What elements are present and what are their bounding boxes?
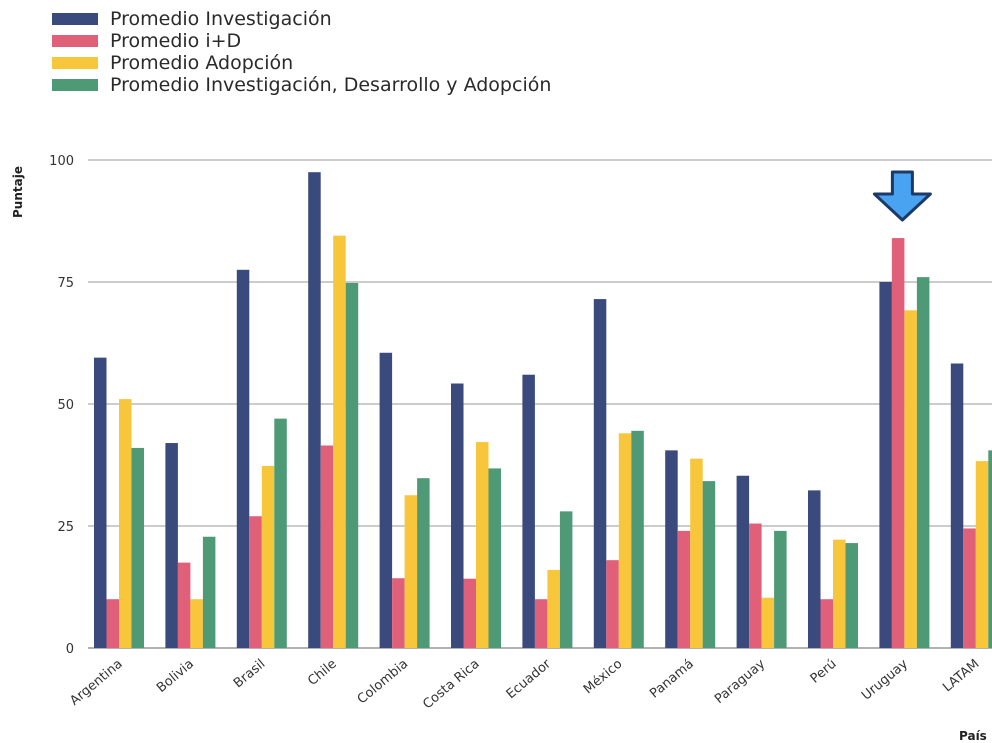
bar [345,282,359,648]
bar [476,442,489,648]
x-tick-label: Paraguay [712,656,768,707]
bar [833,539,846,648]
x-tick-label: Uruguay [859,656,911,703]
y-axis-ticks: 0 25 50 75 100 [49,154,74,657]
bar [249,516,262,648]
x-tick-label: Argentina [67,657,125,709]
bar [236,269,250,648]
x-tick-label: Panamá [647,657,697,702]
bar [736,475,750,648]
y-tick-label: 0 [66,642,74,657]
bar [522,374,535,648]
legend-swatch [52,35,98,47]
y-tick-label: 50 [57,398,74,413]
bar [451,383,464,648]
bar [274,418,287,648]
bar [94,357,107,648]
bar [631,430,644,648]
y-axis-title: Puntaje [11,166,25,218]
bar [165,443,178,648]
y-tick-label: 75 [57,276,74,291]
bar [177,562,191,648]
x-tick-label: Costa Rica [420,657,482,713]
bar [988,450,992,648]
bar [261,465,275,648]
bar [749,523,762,648]
bar [904,310,917,648]
bar [950,363,964,648]
bar [333,235,346,648]
bar [879,282,892,648]
legend-item: Promedio Investigación, Desarrollo y Ado… [52,74,551,96]
bar [488,468,501,648]
legend-swatch [52,13,98,25]
bar [202,536,216,648]
bar [845,543,858,648]
bar [808,490,821,648]
legend-label: Promedio Adopción [110,52,294,74]
bar [463,578,476,648]
y-tick-label: 25 [57,520,74,535]
x-axis-ticks: Argentina Bolivia Brasil Chile Colombia Costa… [67,656,982,712]
legend-swatch [52,79,98,91]
x-tick-label: LATAM [940,657,982,696]
legend-label: Promedio Investigación, Desarrollo y Ado… [110,74,552,96]
bar [131,447,144,648]
bars [94,172,992,648]
bar [963,528,976,648]
bar [320,445,334,648]
x-tick-label: Ecuador [504,656,555,702]
bar [820,599,833,648]
legend-item: Promedio Adopción [52,52,551,74]
bar [559,511,573,648]
bar [119,399,132,648]
down-arrow-icon [872,170,932,222]
bar [702,481,716,648]
legend-item: Promedio Investigación [52,8,551,30]
bar [547,569,560,648]
x-tick-label: Bolivia [154,657,197,696]
bar [417,478,430,648]
bar [690,458,703,648]
legend-label: Promedio i+D [110,30,242,52]
bar [392,578,405,648]
legend: Promedio Investigación Promedio i+D Promed… [52,8,551,96]
bar [190,599,203,648]
bar [404,495,418,648]
x-tick-label: Perú [808,657,840,687]
bar [593,299,607,648]
y-tick-label: 100 [49,154,74,169]
bar [761,597,775,648]
bar [379,352,393,648]
legend-swatch [52,57,98,69]
bar [618,433,632,648]
bar [975,461,989,648]
x-tick-label: México [581,657,625,698]
bar [916,277,930,648]
legend-label: Promedio Investigación [110,8,332,30]
bar [308,172,321,648]
bar [891,238,905,648]
legend-item: Promedio i+D [52,30,551,52]
bar [677,530,691,648]
bar [106,599,119,648]
bar [665,450,678,648]
uruguay-arrow [872,170,932,222]
x-tick-label: Brasil [231,657,268,692]
x-axis-title: País [959,729,987,743]
x-tick-label: Chile [305,657,340,689]
x-tick-label: Colombia [355,657,411,708]
bar [534,599,548,648]
bar [606,560,619,648]
bar [774,530,787,648]
